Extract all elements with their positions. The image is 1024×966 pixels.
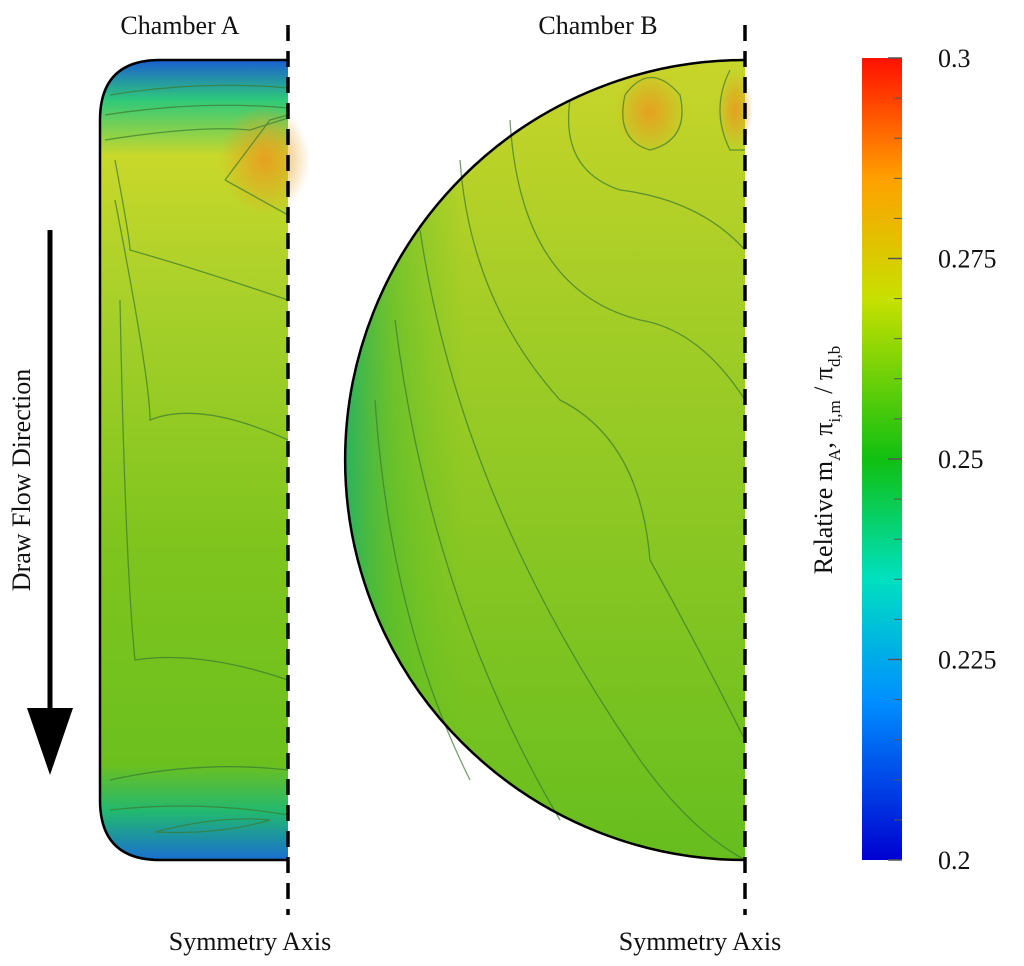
colorbar-tick-label: 0.3 (938, 44, 971, 73)
colorbar-label-part: d,b (825, 346, 844, 367)
colorbar-tick-label: 0.275 (938, 245, 997, 274)
symmetry-axis-b: Symmetry Axis (619, 927, 782, 956)
symmetry-axis-a: Symmetry Axis (169, 927, 332, 956)
chamber-b-title: Chamber B (538, 11, 657, 40)
flow-arrow (27, 230, 73, 775)
colorbar-label-part: A (825, 448, 844, 461)
chamber-a-title: Chamber A (120, 11, 239, 40)
colorbar-tick-label: 0.2 (938, 846, 971, 875)
colorbar-label: Relative mA, πi,m / πd,b (809, 346, 844, 575)
colorbar-label-part: / π (809, 367, 838, 400)
chamber-a (98, 58, 310, 862)
colorbar-label-part: , π (809, 423, 838, 449)
colorbar-tick-label: 0.25 (938, 445, 984, 474)
colorbar-tick-label: 0.225 (938, 646, 997, 675)
flow-label: Draw Flow Direction (7, 369, 36, 591)
chamber-b (343, 58, 753, 862)
symmetry-axes (286, 25, 747, 915)
colorbar-label-part: i,m (825, 400, 844, 422)
colorbar-label-part: Relative m (809, 461, 838, 574)
